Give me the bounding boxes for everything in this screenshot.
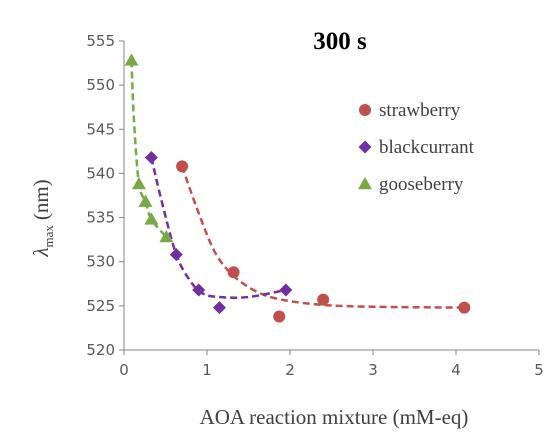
point-strawberry	[273, 310, 286, 323]
x-tick-label: 3	[368, 361, 378, 379]
legend-marker-blackcurrant	[358, 140, 372, 154]
point-strawberry	[317, 293, 330, 306]
point-strawberry	[176, 160, 189, 173]
point-blackcurrant	[192, 283, 206, 297]
x-tick-label: 4	[451, 361, 461, 379]
point-blackcurrant	[169, 248, 183, 262]
trend-lines	[130, 60, 465, 309]
y-tick-label: 535	[86, 209, 115, 227]
y-axis-symbol: λ	[29, 248, 53, 258]
legend-label-blackcurrant: blackcurrant	[379, 137, 475, 158]
point-gooseberry	[124, 53, 139, 66]
point-strawberry	[458, 301, 471, 314]
point-blackcurrant	[144, 151, 158, 165]
x-axis-title: AOA reaction mixture (mM-eq)	[200, 405, 469, 429]
point-blackcurrant	[212, 301, 226, 315]
point-gooseberry	[144, 212, 159, 225]
legend: strawberry blackcurrant gooseberry	[358, 100, 475, 195]
plot-area	[123, 41, 539, 351]
trendline-gooseberry	[130, 60, 168, 238]
y-tick-label: 550	[86, 76, 115, 94]
chart-title: 300 s	[313, 28, 367, 55]
x-tick-label: 1	[202, 361, 212, 379]
y-tick-label: 555	[86, 32, 115, 50]
point-gooseberry	[131, 177, 146, 190]
point-blackcurrant	[279, 283, 293, 297]
legend-marker-gooseberry	[358, 177, 372, 190]
x-tick-label: 0	[119, 361, 129, 379]
legend-marker-strawberry	[359, 104, 371, 116]
y-tick-label: 520	[86, 341, 115, 359]
y-tick-label: 540	[86, 164, 115, 182]
x-tick-label: 2	[285, 361, 295, 379]
y-axis-subscript: max	[41, 225, 56, 248]
trendline-blackcurrant	[150, 157, 287, 299]
point-gooseberry	[138, 194, 153, 207]
y-axis-unit: (nm)	[29, 179, 53, 220]
legend-label-strawberry: strawberry	[379, 100, 461, 121]
legend-label-gooseberry: gooseberry	[379, 174, 464, 195]
tick-labels: 520 525 530 535 540 545 550 555 0 1 2 3 4 5	[86, 32, 543, 379]
x-tick-label: 5	[534, 361, 544, 379]
y-tick-label: 530	[86, 253, 115, 271]
y-tick-label: 545	[86, 120, 115, 138]
y-tick-label: 525	[86, 297, 115, 315]
point-strawberry	[227, 266, 240, 279]
data-markers	[124, 53, 471, 323]
y-axis-title: λmax (nm)	[29, 179, 56, 257]
point-gooseberry	[159, 229, 174, 243]
